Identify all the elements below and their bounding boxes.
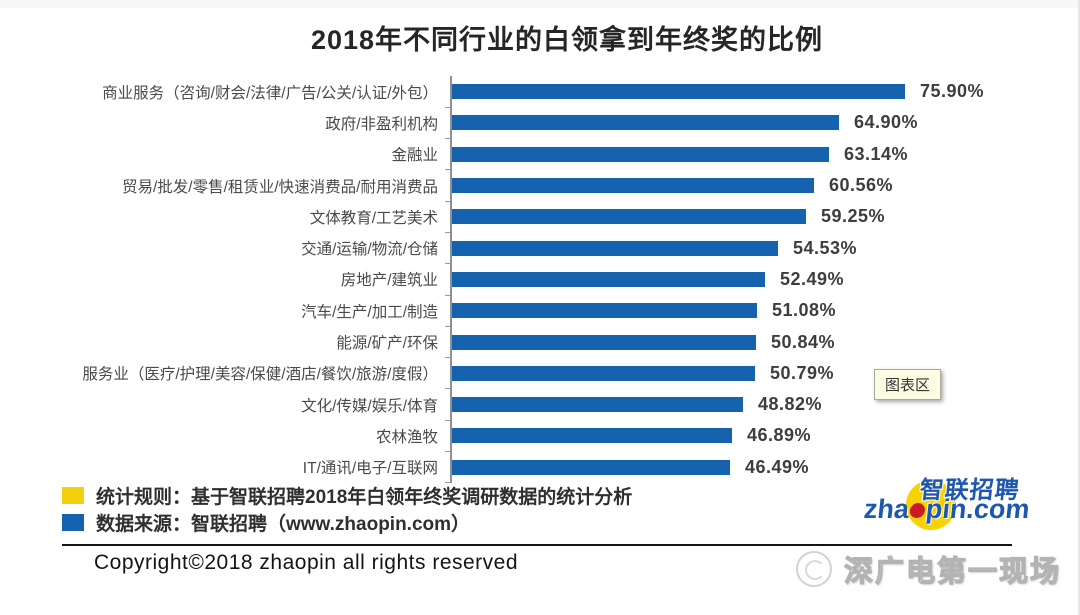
category-label: 汽车/生产/加工/制造 [301,303,438,321]
category-label: 文化/传媒/娱乐/体育 [301,397,438,415]
bar-cell: 64.90% [445,107,1078,140]
value-label: 48.82% [758,394,823,415]
chart-area-tooltip: 图表区 [874,369,942,400]
legend-item: 统计规则：基于智联招聘2018年白领年终奖调研数据的统计分析 [62,482,632,509]
zhaopin-logo: 智联招聘 zha pin.com [862,468,1034,538]
logo-red-dot-icon [909,503,926,518]
value-label: 60.56% [829,175,894,196]
logo-domain-right: pin.com [924,494,1032,524]
bar-cell: 50.79% [445,357,1078,390]
bar [452,115,839,131]
category-label: 金融业 [391,147,438,165]
category-label: 交通/运输/物流/仓储 [301,241,438,259]
bar [452,84,905,100]
copyright-text: Copyright©2018 zhaopin all rights reserv… [94,551,519,574]
chart-row: 文体教育/工艺美术 59.25% [0,201,1078,234]
chart-title: 2018年不同行业的白领拿到年终奖的比例 [310,25,824,55]
chart-row: 房地产/建筑业 52.49% [0,263,1078,296]
chart-row: 农林渔牧 46.89% [0,420,1078,453]
value-label: 54.53% [793,237,858,258]
value-label: 46.49% [745,456,810,477]
bar [452,365,755,381]
category-label: IT/通讯/电子/互联网 [302,460,438,478]
category-label: 文体教育/工艺美术 [309,209,438,227]
value-label: 75.90% [920,81,985,102]
chart-row: IT/通讯/电子/互联网 46.49% [0,451,1078,484]
chart-row: 文化/传媒/娱乐/体育 48.82% [0,388,1078,422]
legend-item: 数据来源：智联招聘（www.zhaopin.com） [62,509,632,536]
category-label: 农林渔牧 [375,428,438,446]
chart-row: 贸易/批发/零售/租赁业/快速消费品/耐用消费品 60.56% [0,169,1078,202]
legend: 统计规则：基于智联招聘2018年白领年终奖调研数据的统计分析 数据来源：智联招聘（… [62,482,632,536]
bar [452,303,757,319]
chart-row: 汽车/生产/加工/制造 51.08% [0,295,1078,328]
bar [452,334,756,350]
watermark-logo-icon [796,551,832,587]
chart-row: 商业服务（咨询/财会/法律/广告/公关/认证/外包） 75.90% [0,76,1078,109]
category-label: 政府/非盈利机构 [325,115,438,133]
bar-cell: 54.53% [445,232,1078,265]
bar [452,178,814,194]
top-edge-strip [0,0,1078,8]
category-label: 商业服务（咨询/财会/法律/广告/公关/认证/外包） [102,84,438,102]
bar [452,240,778,256]
chart-row: 政府/非盈利机构 64.90% [0,107,1078,140]
bar [452,146,829,162]
bar [452,271,765,287]
chart-row: 交通/运输/物流/仓储 54.53% [0,232,1078,265]
bar [452,209,806,225]
chart-row: 金融业 63.14% [0,138,1078,171]
bar [452,397,743,413]
value-label: 59.25% [821,206,886,227]
watermark-text: 深广电第一现场 [843,555,1062,588]
legend-label: 统计规则：基于智联招聘2018年白领年终奖调研数据的统计分析 [96,487,633,508]
value-label: 52.49% [780,268,845,289]
value-label: 46.89% [747,425,812,446]
bar-cell: 48.82% [445,388,1078,422]
category-label: 房地产/建筑业 [340,272,438,290]
category-label: 服务业（医疗/护理/美容/保健/酒店/餐饮/旅游/度假） [82,366,438,384]
bar-cell: 46.89% [445,420,1078,453]
legend-swatch-icon [62,487,84,504]
bar-cell: 46.49% [445,451,1078,484]
bar-cell: 60.56% [445,169,1078,202]
legend-swatch-icon [62,514,84,531]
bar-cell: 50.84% [445,326,1078,359]
bar [452,459,730,475]
category-label: 贸易/批发/零售/租赁业/快速消费品/耐用消费品 [121,178,438,196]
legend-label: 数据来源：智联招聘（www.zhaopin.com） [96,514,471,535]
value-label: 50.79% [770,362,835,383]
chart-row: 能源/矿产/环保 50.84% [0,326,1078,359]
value-label: 51.08% [772,300,837,321]
value-label: 63.14% [844,143,909,164]
logo-domain-left: zha [862,494,911,524]
bar [452,428,732,444]
category-label: 能源/矿产/环保 [336,335,438,353]
value-label: 50.84% [771,331,836,352]
bar-cell: 75.90% [445,76,1078,109]
value-label: 64.90% [854,112,919,133]
chart-row: 服务业（医疗/护理/美容/保健/酒店/餐饮/旅游/度假） 50.79% [0,357,1078,390]
divider-line [62,544,1012,546]
bar-cell: 51.08% [445,295,1078,328]
bar-cell: 52.49% [445,263,1078,296]
watermark: 深广电第一现场 [796,548,1061,590]
bar-chart: 商业服务（咨询/财会/法律/广告/公关/认证/外包） 75.90% 政府/非盈利机构… [0,76,1078,484]
logo-domain-text: zha pin.com [862,494,1031,525]
bar-cell: 63.14% [445,138,1078,171]
bar-cell: 59.25% [445,201,1078,234]
